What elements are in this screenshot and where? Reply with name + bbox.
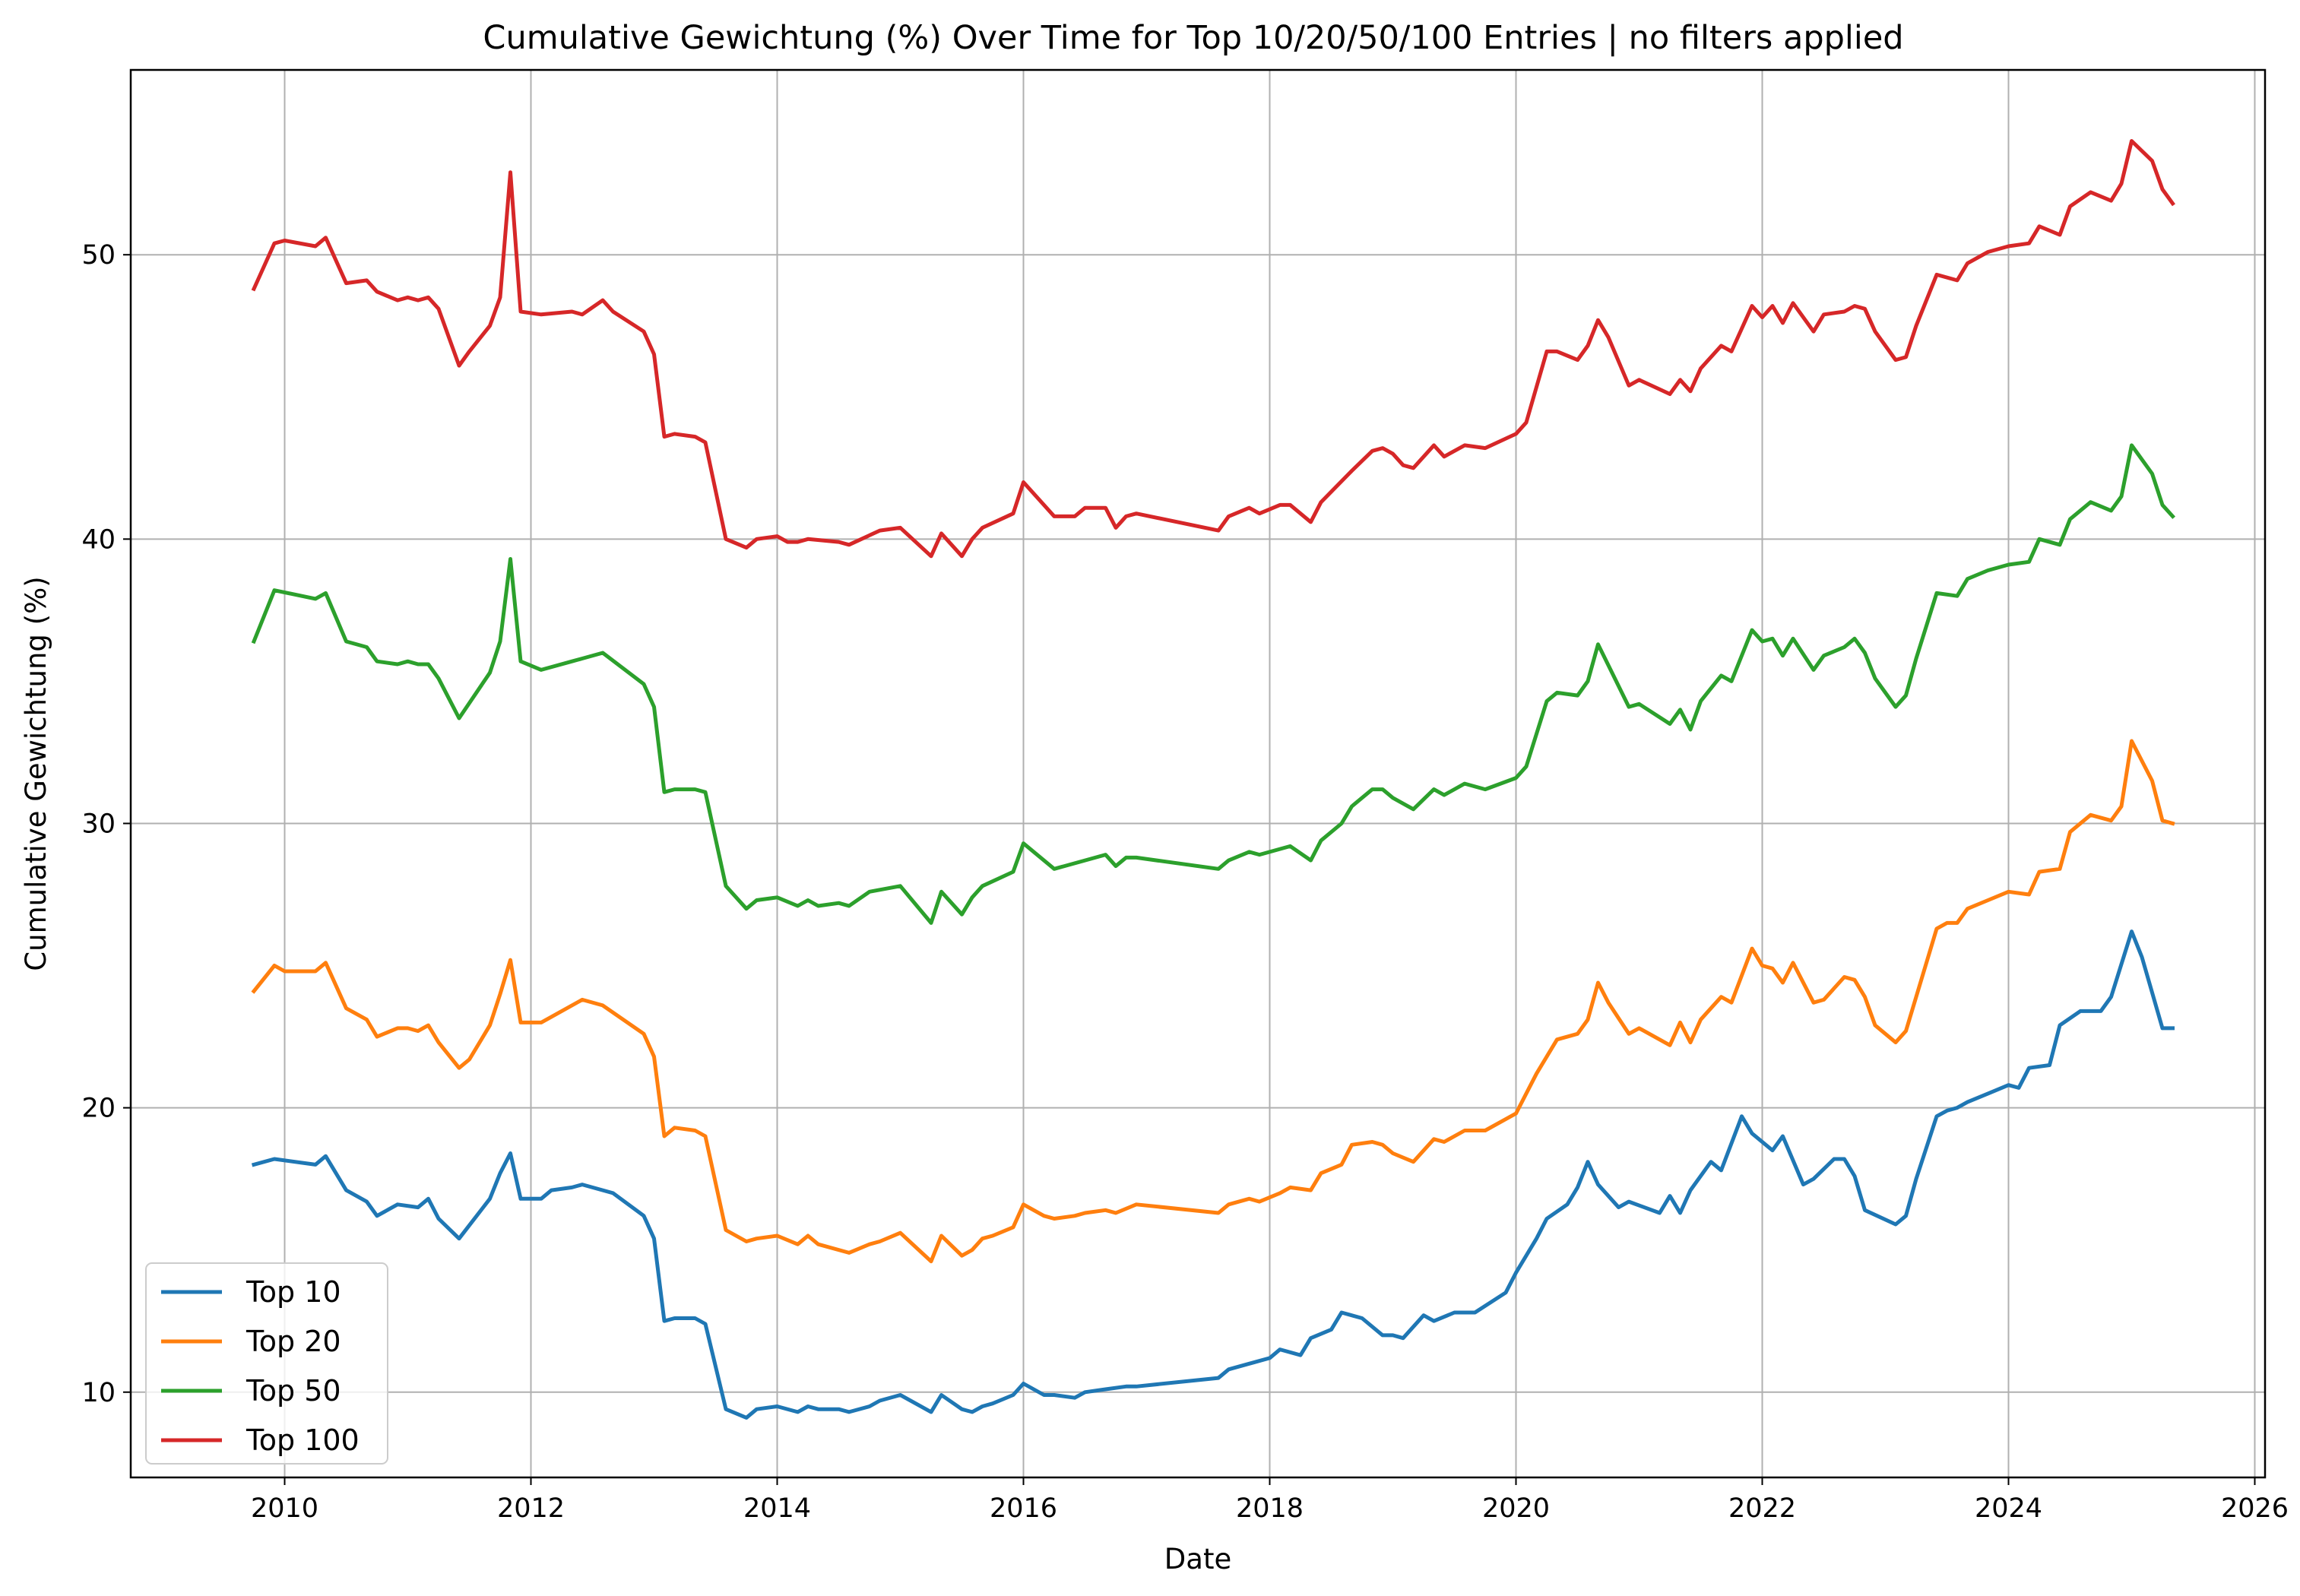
y-tick-label: 20 [81,1094,116,1124]
plot-area-frame [129,68,2267,1479]
y-tick-label: 50 [81,240,116,271]
x-tick-label: 2012 [497,1493,565,1524]
x-tick-label: 2020 [1482,1493,1550,1524]
y-tick-label: 10 [81,1378,116,1408]
legend-label: Top 20 [246,1325,341,1358]
x-axis-ticks: 2010 2012 2014 2016 2018 2020 2022 2024 2026 [251,1477,2289,1524]
x-tick-label: 2016 [990,1493,1057,1524]
series-lines [251,139,2176,1420]
y-axis-label: Cumulative Gewichtung (%) [20,576,52,971]
x-tick-label: 2018 [1236,1493,1304,1524]
x-tick-label: 2026 [2221,1493,2289,1524]
series-line-top-20 [251,739,2175,1264]
legend-label: Top 100 [246,1423,360,1457]
legend-label: Top 10 [246,1275,341,1309]
legend: Top 10 Top 20 Top 50 Top 100 [145,1262,388,1465]
series-line-top-10 [251,929,2175,1420]
chart-title: Cumulative Gewichtung (%) Over Time for … [483,19,1903,57]
grid [131,70,2265,1477]
x-tick-label: 2010 [251,1493,318,1524]
y-tick-label: 30 [81,809,116,839]
series-line-top-50 [251,443,2176,925]
y-axis-ticks: 10 20 30 40 50 [81,240,131,1408]
y-tick-label: 40 [81,524,116,555]
x-tick-label: 2014 [743,1493,811,1524]
series-line-top-100 [251,139,2175,559]
legend-label: Top 50 [246,1374,341,1408]
x-tick-label: 2022 [1728,1493,1796,1524]
x-axis-label: Date [1164,1543,1231,1575]
legend-box [145,1262,388,1465]
x-tick-label: 2024 [1975,1493,2042,1524]
